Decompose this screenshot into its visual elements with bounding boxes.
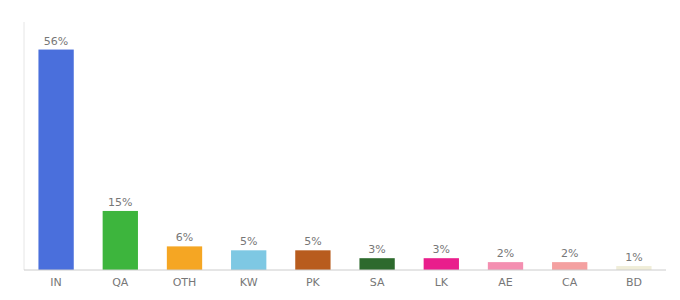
x-axis-line [24,270,666,271]
x-tick-label: SA [370,276,385,289]
bar [167,246,202,270]
chart-container: IN QA OTH KW PK SA LK AE CA BD 56% 15% 6% 5% 5% 3% 3% 2% 2… [0,0,680,300]
data-label: 2% [497,247,514,260]
data-label: 6% [176,231,193,244]
x-tick-label: IN [50,276,61,289]
x-tick-label: BD [626,276,642,289]
data-label: 3% [433,243,450,256]
bars [38,50,651,270]
x-tick-label: LK [435,276,449,289]
bar [359,258,394,270]
bar [103,211,138,270]
x-tick-label: KW [240,276,258,289]
data-label: 3% [368,243,385,256]
data-label: 5% [240,235,257,248]
bar [38,50,73,270]
x-tick-label: OTH [173,276,197,289]
data-label: 1% [625,251,642,264]
data-label: 56% [44,35,68,48]
bar [231,250,266,270]
page: {"chart_data": {"type": "bar", "categori… [0,0,680,300]
chart: IN QA OTH KW PK SA LK AE CA BD 56% 15% 6% 5% 5% 3% 3% 2% 2… [0,0,680,300]
y-axis-line [24,22,25,270]
x-tick-label: PK [306,276,321,289]
data-label: 15% [108,196,132,209]
x-tick-label: CA [562,276,578,289]
bar [552,262,587,270]
bar [424,258,459,270]
data-label: 2% [561,247,578,260]
bar [295,250,330,270]
bar [488,262,523,270]
data-label: 5% [304,235,321,248]
x-tick-label: AE [498,276,513,289]
bar [616,266,651,270]
x-tick-label: QA [112,276,129,289]
